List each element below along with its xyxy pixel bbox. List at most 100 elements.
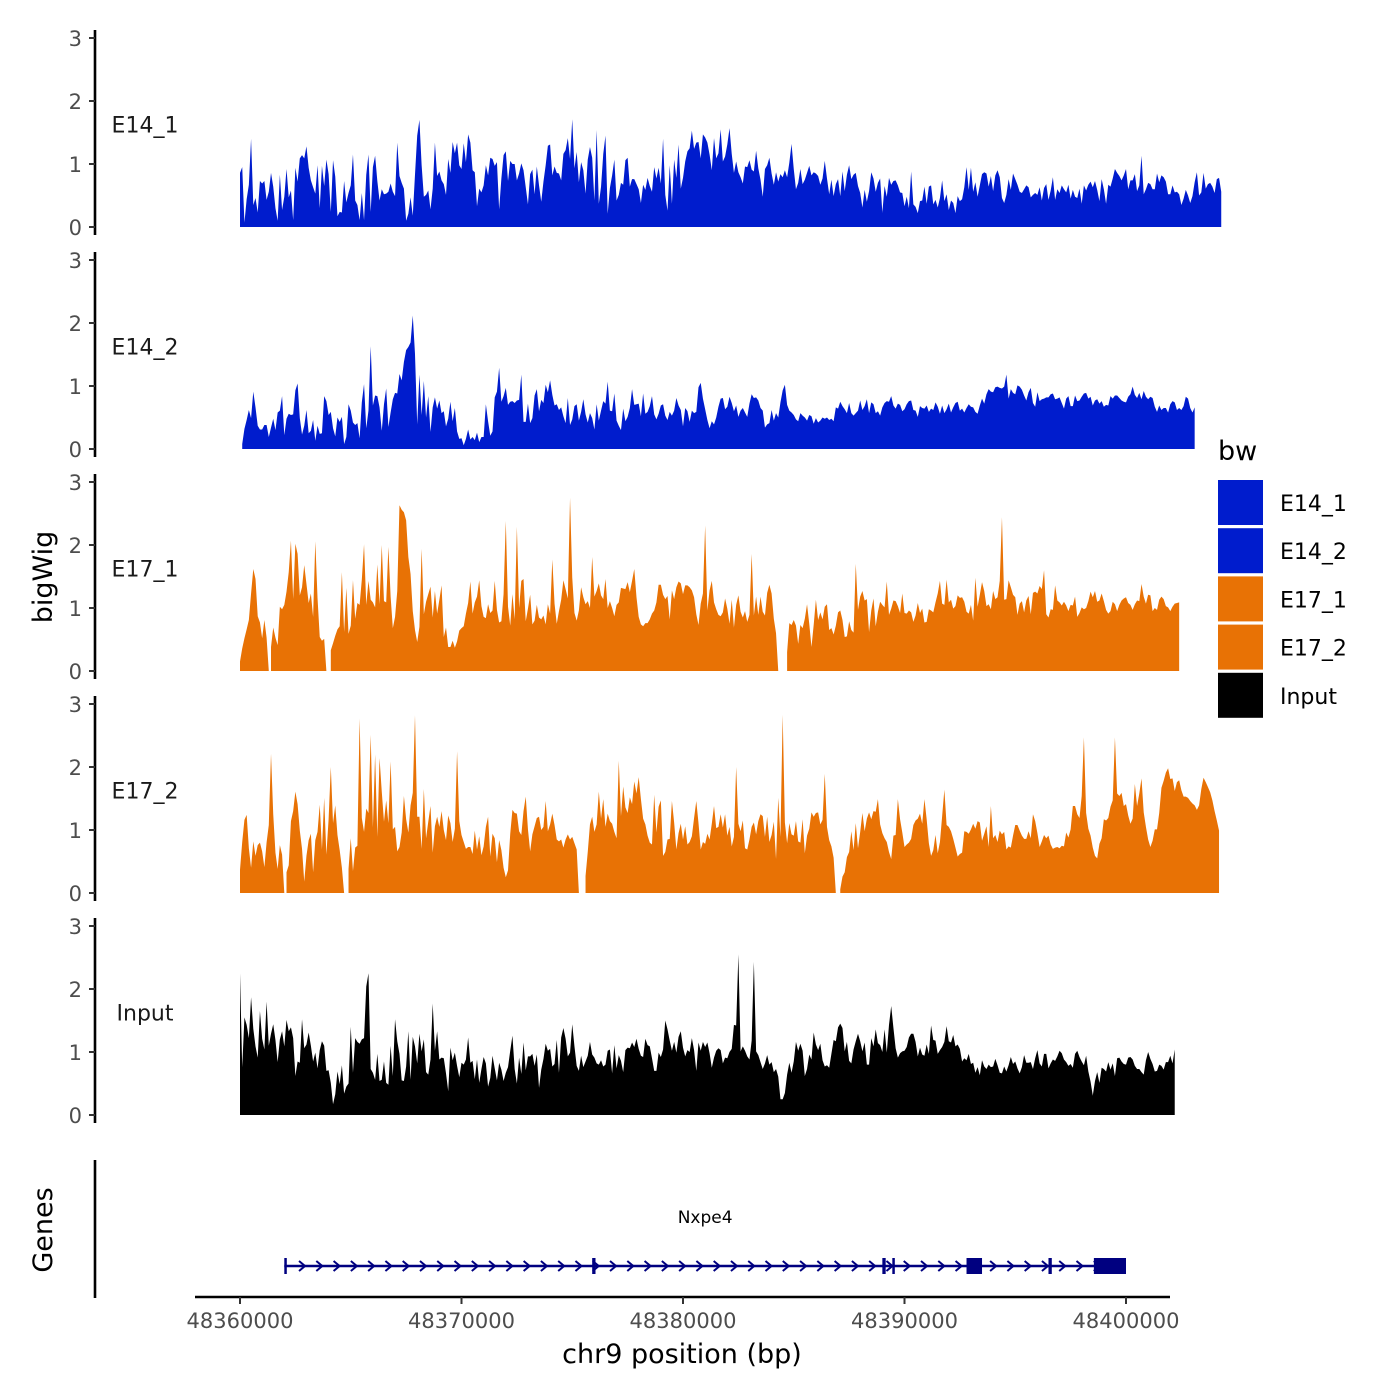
strand-arrow bbox=[1075, 1260, 1085, 1272]
track-label: E17_1 bbox=[112, 558, 179, 583]
strand-arrow bbox=[833, 1260, 843, 1272]
y-tick-label: 2 bbox=[69, 756, 82, 780]
strand-arrow bbox=[937, 1260, 946, 1272]
strand-arrow bbox=[488, 1260, 497, 1272]
y-tick-label: 0 bbox=[69, 660, 82, 684]
strand-arrow bbox=[402, 1260, 411, 1272]
exon bbox=[882, 1258, 886, 1274]
y-tick-label: 0 bbox=[69, 438, 82, 462]
track-e14_2: 0 1 2 3 E14_2 bbox=[69, 249, 1195, 462]
track-label: Input bbox=[117, 1002, 174, 1027]
strand-arrow bbox=[384, 1260, 393, 1272]
legend-swatch-e17_2 bbox=[1218, 624, 1263, 670]
legend-swatch-input bbox=[1218, 672, 1263, 718]
strand-arrow bbox=[574, 1260, 584, 1272]
legend-label: Input bbox=[1280, 685, 1337, 710]
strand-arrow bbox=[730, 1260, 739, 1272]
x-tick-label: 48380000 bbox=[630, 1309, 737, 1333]
strand-arrow bbox=[816, 1260, 825, 1272]
strand-arrow bbox=[799, 1260, 808, 1272]
strand-arrow bbox=[643, 1260, 653, 1272]
strand-arrow bbox=[367, 1260, 376, 1272]
y-tick-label: 1 bbox=[69, 153, 82, 177]
strand-arrow bbox=[989, 1260, 998, 1272]
legend-title: bw bbox=[1218, 436, 1257, 467]
track-label: E14_2 bbox=[112, 336, 179, 361]
track-label: E17_2 bbox=[112, 780, 179, 805]
exon bbox=[284, 1258, 287, 1274]
strand-arrow bbox=[903, 1260, 912, 1272]
legend-swatch-e14_1 bbox=[1218, 480, 1263, 525]
legend-label: E14_2 bbox=[1280, 540, 1347, 565]
y-tick-label: 3 bbox=[69, 27, 82, 51]
y-tick-label: 3 bbox=[69, 249, 82, 273]
legend-label: E14_1 bbox=[1280, 492, 1347, 517]
legend-swatch-e14_2 bbox=[1218, 528, 1263, 574]
area-e14_1 bbox=[240, 119, 1222, 227]
exon bbox=[1093, 1258, 1126, 1274]
strand-arrow bbox=[1024, 1260, 1033, 1272]
strand-arrow bbox=[678, 1260, 687, 1272]
legend-swatch-e17_1 bbox=[1218, 576, 1263, 622]
x-tick-label: 48370000 bbox=[408, 1309, 515, 1333]
strand-arrow bbox=[350, 1260, 359, 1272]
x-tick-label: 48390000 bbox=[851, 1309, 958, 1333]
strand-arrow bbox=[661, 1260, 670, 1272]
y-tick-label: 2 bbox=[69, 312, 82, 336]
strand-arrow bbox=[609, 1260, 618, 1272]
strand-arrow bbox=[540, 1260, 549, 1272]
y-tick-label: 1 bbox=[69, 375, 82, 399]
y-tick-label: 3 bbox=[69, 471, 82, 495]
exon bbox=[1048, 1258, 1052, 1274]
x-axis: 48360000 48370000 48380000 48390000 48400000 bbox=[187, 1295, 1180, 1333]
track-e14_1: 0 1 2 3 E14_1 bbox=[69, 27, 1222, 240]
y-tick-label: 2 bbox=[69, 534, 82, 558]
y-tick-label: 3 bbox=[69, 693, 82, 717]
strand-arrow bbox=[436, 1260, 445, 1272]
y-tick-label: 0 bbox=[69, 882, 82, 906]
track-label: E14_1 bbox=[112, 114, 179, 139]
y-tick-label: 3 bbox=[69, 915, 82, 939]
bigwig-tracks: 0 1 2 3 E14_1 0 1 2 3 E14_2 0 1 2 3 E17_1 0 1 2 3 E17_2 0 1 2 3… bbox=[69, 27, 1222, 1128]
strand-arrow bbox=[522, 1260, 532, 1272]
track-e17_1: 0 1 2 3 E17_1 bbox=[69, 471, 1180, 684]
y-tick-label: 1 bbox=[69, 819, 82, 843]
y-tick-label: 2 bbox=[69, 978, 82, 1002]
y-tick-label: 1 bbox=[69, 597, 82, 621]
strand-arrow bbox=[868, 1260, 877, 1272]
x-tick-label: 48360000 bbox=[187, 1309, 294, 1333]
area-e17_1 bbox=[240, 497, 1180, 671]
y-axis-title: bigWig bbox=[28, 531, 59, 624]
exon bbox=[892, 1258, 895, 1274]
strand-arrow bbox=[298, 1260, 307, 1272]
strand-arrow bbox=[764, 1260, 774, 1272]
strand-arrow bbox=[1041, 1260, 1050, 1272]
strand-arrow bbox=[315, 1260, 324, 1272]
strand-arrow bbox=[557, 1260, 566, 1272]
strand-arrow bbox=[626, 1260, 635, 1272]
x-axis-title: chr9 position (bp) bbox=[562, 1339, 802, 1370]
strand-arrow bbox=[453, 1260, 463, 1272]
strand-arrow bbox=[782, 1260, 791, 1272]
y-tick-label: 2 bbox=[69, 90, 82, 114]
track-input: 0 1 2 3 Input bbox=[69, 915, 1175, 1128]
area-e14_2 bbox=[242, 315, 1195, 449]
strand-arrow bbox=[747, 1260, 756, 1272]
y-tick-label: 0 bbox=[69, 1104, 82, 1128]
strand-arrow bbox=[695, 1260, 704, 1272]
strand-arrow bbox=[1006, 1260, 1015, 1272]
gene-track: Nxpe4 bbox=[93, 1160, 1126, 1298]
area-input bbox=[240, 954, 1175, 1115]
y-tick-label: 1 bbox=[69, 1041, 82, 1065]
exon bbox=[592, 1258, 596, 1274]
x-tick-label: 48400000 bbox=[1073, 1309, 1180, 1333]
strand-arrow bbox=[713, 1260, 722, 1272]
strand-arrow bbox=[332, 1260, 342, 1272]
strand-arrow bbox=[471, 1260, 480, 1272]
legend-label: E17_2 bbox=[1280, 637, 1347, 662]
strand-arrow bbox=[1058, 1260, 1067, 1272]
area-e17_2 bbox=[240, 714, 1220, 893]
strand-arrow bbox=[505, 1260, 514, 1272]
legend: bw E14_1 E14_2 E17_1 E17_2 Input bbox=[1218, 436, 1347, 718]
